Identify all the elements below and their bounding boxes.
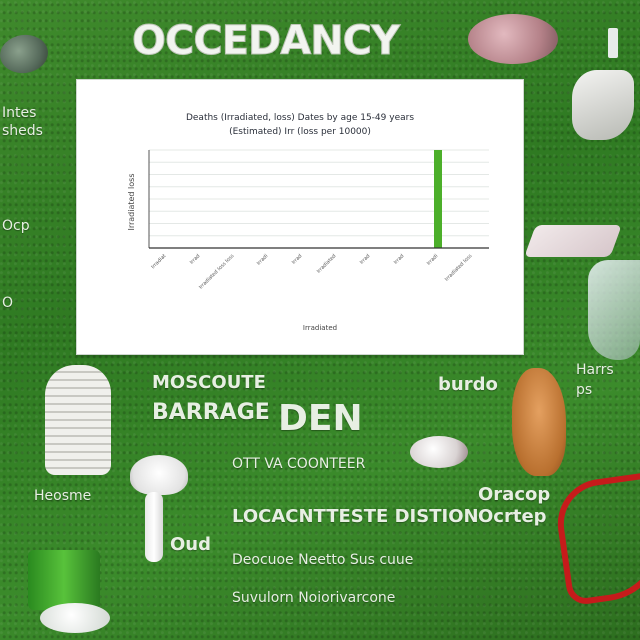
chart-x-tick-label: Irradiat	[150, 253, 167, 270]
chart-bars	[434, 150, 442, 248]
caption-line-4: Suvulorn Noiorivarcone	[232, 590, 396, 606]
chart-x-tick-label: Irradiated loss loss	[198, 253, 236, 291]
chart-title: Deaths (Irradiated, loss) Dates by age 1…	[186, 113, 414, 123]
chart-x-tick-label: Irradi	[256, 253, 270, 267]
chart-x-tick-label: Irrad	[393, 253, 406, 266]
glass-object-image	[588, 260, 640, 360]
caption-line-1: OTT VA COONTEER	[232, 456, 366, 472]
crystal-bar-image	[608, 28, 618, 58]
chart-x-tick-label: Irradi	[426, 253, 440, 267]
grey-stone-image	[0, 31, 51, 77]
chart-card: Deaths (Irradiated, loss) Dates by age 1…	[76, 79, 524, 355]
chart-x-axis-label: Irradiated	[303, 324, 337, 332]
ginseng-root-image	[512, 368, 566, 476]
chart-subtitle: (Estimated) Irr (loss per 10000)	[229, 127, 371, 137]
oval-stone-image	[410, 436, 468, 468]
mushroom-cap-image	[130, 455, 188, 495]
chart-x-tick-label: Irradiated loss	[444, 253, 474, 283]
mushroom-stem-image	[145, 492, 163, 562]
label-bottom-left: Heosme	[34, 488, 92, 504]
red-rope-image	[552, 471, 640, 607]
label-left-mid: Ocp	[2, 218, 30, 234]
chart-x-tick-label: Irrad	[291, 253, 304, 266]
label-left-small: O	[2, 295, 14, 311]
label-bottom-mid: Oud	[170, 534, 212, 555]
chart-bar	[434, 150, 442, 248]
bar-chart: Deaths (Irradiated, loss) Dates by age 1…	[127, 113, 489, 332]
label-mid-block-top: MOSCOUTE	[152, 372, 266, 393]
tall-rock-image	[45, 365, 111, 475]
flat-stone-image	[524, 225, 622, 257]
caption-line-2: LOCACNTTESTE DISTION	[232, 506, 479, 527]
caption-line-3: Deocuoe Neetto Sus cuue	[232, 552, 414, 568]
label-left-top: Intes sheds	[2, 105, 43, 139]
label-mid-block-big: DEN	[278, 398, 363, 439]
chart-x-tick-label: Irrad	[359, 253, 372, 266]
label-right-mid: burdo	[438, 374, 498, 395]
label-right-far: Harrs ps	[576, 362, 614, 398]
label-right-caption: Oracop Ocrtep	[478, 484, 551, 527]
page-title: OCCEDANCY	[132, 18, 401, 65]
white-pebble-image	[40, 603, 110, 633]
pink-stone-image	[468, 14, 558, 64]
crystal-cluster-image	[572, 70, 634, 140]
label-mid-block-caption: BARRAGE	[152, 400, 270, 425]
chart-y-axis-label: Irradiated loss	[127, 173, 136, 230]
chart-x-tick-label: Irradiated	[316, 253, 338, 275]
green-can-image	[28, 550, 100, 610]
chart-x-tick-label: Irrad	[189, 253, 202, 266]
